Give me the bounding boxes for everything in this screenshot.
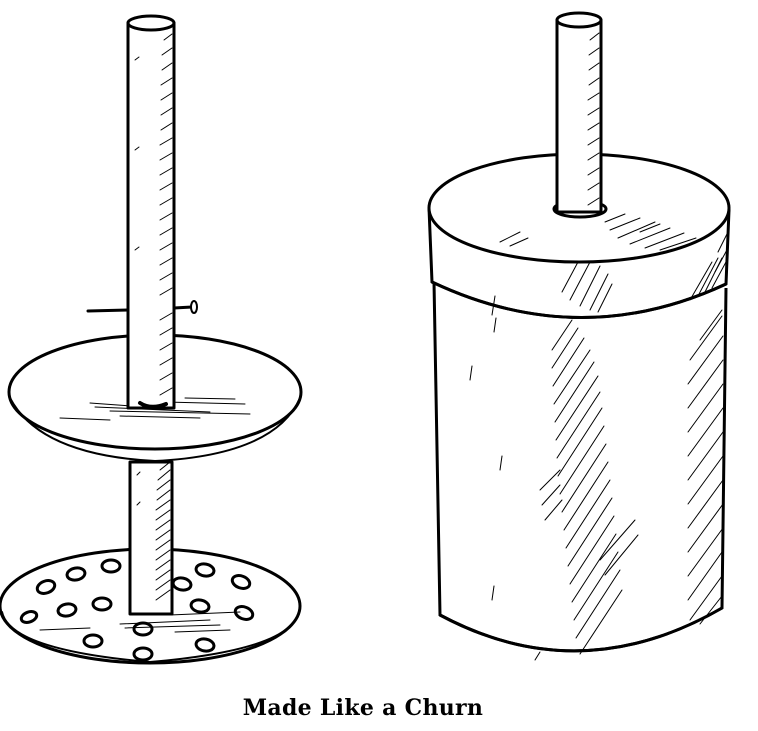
dasher-assembly — [0, 14, 303, 665]
cylinder-hatching-right — [687, 309, 724, 625]
churn-cylinder — [432, 281, 728, 653]
figure-caption: Made Like a Churn — [242, 695, 484, 721]
lid-band-hatching — [561, 231, 729, 313]
cylinder-hatching-left — [469, 295, 541, 661]
handle-rod-lower — [128, 460, 174, 616]
disk-holes — [19, 558, 255, 662]
churn-handle-rod — [552, 11, 608, 219]
cylinder-hatching-center — [539, 319, 639, 655]
handle-rod-upper — [126, 14, 176, 410]
nail — [86, 300, 198, 314]
disk-shadow-hatching — [39, 611, 241, 633]
churn-container — [427, 11, 731, 661]
lid-hatching — [499, 213, 697, 251]
